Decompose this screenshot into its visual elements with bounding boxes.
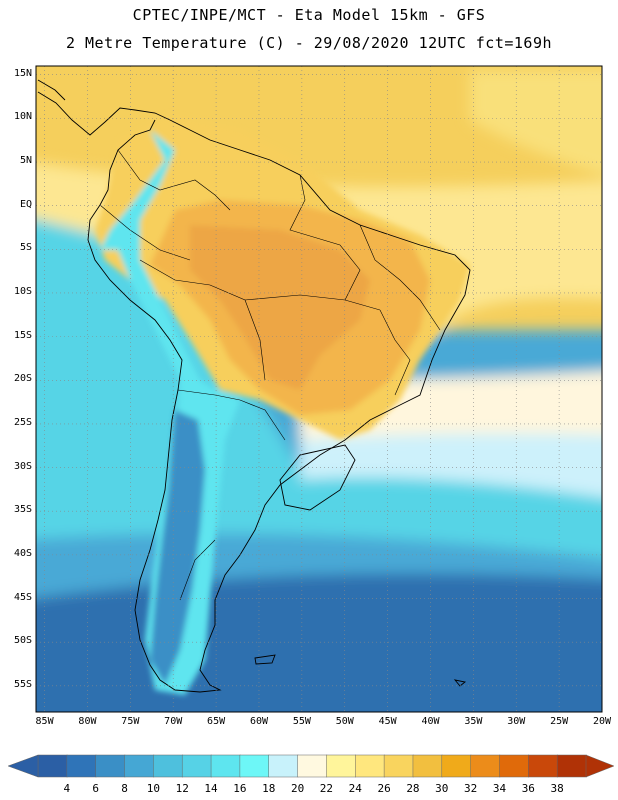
longitude-label: 30W xyxy=(507,716,526,727)
colorbar-label: 34 xyxy=(492,782,507,795)
longitude-label: 50W xyxy=(335,716,354,727)
longitude-label: 35W xyxy=(464,716,483,727)
map-title-line2: 2 Metre Temperature (C) - 29/08/2020 12U… xyxy=(65,34,553,52)
colorbar-label: 22 xyxy=(319,782,334,795)
colorbar-swatch xyxy=(66,754,97,778)
latitude-label: 35S xyxy=(13,504,32,516)
colorbar-label: 38 xyxy=(550,782,564,795)
colorbar-label: 36 xyxy=(521,782,535,795)
colorbar-swatch xyxy=(239,754,270,778)
longitude-label: 25W xyxy=(550,716,569,727)
colorbar-swatch xyxy=(441,754,472,778)
colorbar-swatch xyxy=(499,754,530,778)
colorbar-swatch xyxy=(556,754,587,778)
latitude-label: 5N xyxy=(19,155,32,167)
colorbar-swatch xyxy=(95,754,126,778)
map-title-line1: CPTEC/INPE/MCT - Eta Model 15km - GFS xyxy=(132,6,486,24)
longitude-label: 75W xyxy=(121,716,140,727)
colorbar-label: 30 xyxy=(435,782,449,795)
colorbar-swatch xyxy=(210,754,241,778)
colorbar-label: 18 xyxy=(262,782,276,795)
colorbar-label: 10 xyxy=(146,782,160,795)
colorbar-swatch xyxy=(153,754,183,778)
colorbar-label: 32 xyxy=(464,782,478,795)
colorbar-under-arrow xyxy=(7,754,39,778)
colorbar-swatch xyxy=(124,754,155,778)
latitude-label: 25S xyxy=(13,416,32,428)
colorbar-label: 24 xyxy=(348,782,362,795)
colorbar-label: 8 xyxy=(121,782,128,795)
colorbar-over-arrow xyxy=(585,754,615,778)
longitude-label: 55W xyxy=(292,716,311,727)
colorbar-label: 16 xyxy=(233,782,247,795)
colorbar-swatch xyxy=(268,754,299,778)
colorbar-swatch xyxy=(297,754,328,778)
latitude-label: 10N xyxy=(13,111,32,123)
coastline xyxy=(37,79,471,693)
colorbar-label: 14 xyxy=(204,782,218,795)
latitude-label: 50S xyxy=(13,635,32,647)
latitude-label: 20S xyxy=(13,373,32,385)
colorbar-label: 6 xyxy=(92,782,99,795)
longitude-label: 65W xyxy=(207,716,226,727)
temperature-field xyxy=(36,66,602,712)
colorbar-swatch xyxy=(181,754,212,778)
colorbar-label: 12 xyxy=(175,782,189,795)
latitude-label: 30S xyxy=(13,460,32,472)
colorbar-label: 20 xyxy=(290,782,305,795)
latitude-label: 40S xyxy=(13,547,32,559)
colorbar-swatch xyxy=(383,754,414,778)
latitude-label: 5S xyxy=(19,242,32,254)
colorbar-swatch xyxy=(528,754,558,778)
colorbar-swatch xyxy=(37,754,68,778)
longitude-label: 60W xyxy=(249,716,268,727)
longitude-label: 80W xyxy=(78,716,97,727)
longitude-label: 85W xyxy=(35,716,54,727)
map-frame xyxy=(35,65,603,713)
colorbar-swatch xyxy=(470,754,501,778)
colorbar-swatch xyxy=(412,754,443,778)
colorbar-label: 4 xyxy=(63,782,71,795)
latitude-label: 45S xyxy=(13,591,32,603)
longitude-label: 45W xyxy=(378,716,397,727)
longitude-label: 70W xyxy=(164,716,183,727)
latitude-label: 10S xyxy=(13,285,32,297)
colorbar-swatch xyxy=(355,754,385,778)
colorbar-swatch xyxy=(326,754,357,778)
latitude-label: 15S xyxy=(13,329,32,341)
colorbar xyxy=(7,754,615,778)
country-borders xyxy=(99,149,441,601)
latitude-label: 55S xyxy=(13,678,32,690)
latitude-label: 15N xyxy=(13,67,32,79)
colorbar-label: 26 xyxy=(377,782,391,795)
longitude-label: 20W xyxy=(592,716,612,727)
latitude-label: EQ xyxy=(19,198,32,210)
longitude-label: 40W xyxy=(421,716,440,727)
colorbar-label: 28 xyxy=(406,782,420,795)
